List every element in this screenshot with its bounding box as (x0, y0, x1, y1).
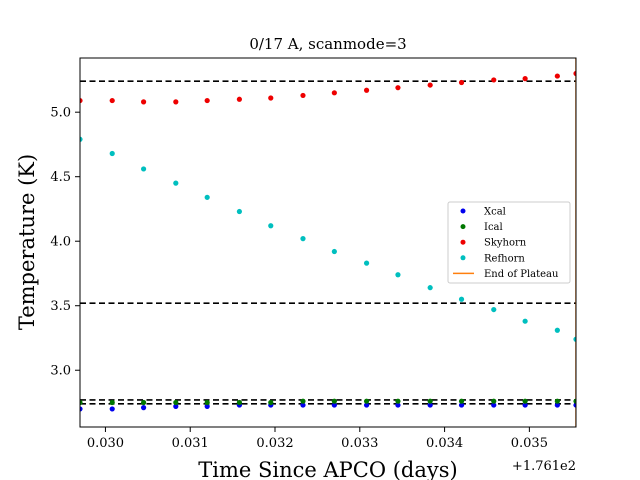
data-point (173, 403, 179, 409)
data-point (363, 398, 370, 404)
data-point (363, 402, 370, 408)
data-point (573, 402, 576, 408)
data-point (427, 82, 433, 88)
data-point (491, 402, 497, 408)
legend-box (447, 201, 571, 284)
data-point (331, 398, 337, 404)
data-point (109, 399, 115, 406)
data-point (573, 336, 576, 342)
data-point (268, 399, 274, 406)
x-axis-label: Time Since APCO (days) (198, 458, 457, 480)
data-point (268, 95, 274, 101)
data-point (300, 398, 306, 404)
data-point (522, 402, 528, 408)
data-point (173, 399, 179, 406)
data-point (491, 306, 497, 313)
data-point (300, 92, 306, 99)
data-point (458, 79, 465, 86)
data-point (80, 399, 83, 406)
data-point (363, 260, 370, 266)
data-point (554, 398, 560, 404)
x-offset-label: +1.761e2 (512, 459, 576, 474)
legend-label: Ical (484, 222, 503, 233)
x-tick-label: 0.030 (87, 436, 124, 451)
data-point (236, 208, 242, 215)
y-tick-label: 3.0 (50, 364, 71, 379)
y-axis-label: Temperature (K) (15, 154, 39, 330)
data-point (522, 76, 528, 82)
legend-label: Refhorn (484, 253, 525, 264)
data-point (427, 398, 433, 404)
data-point (522, 398, 528, 404)
plot-area: 0.030 0.031 0.032 0.033 0.034 0.035 3.0 3.5 4.0 4… (50, 57, 577, 451)
legend-marker (460, 224, 466, 230)
legend-marker (460, 208, 466, 214)
data-point (427, 402, 433, 408)
data-point (331, 402, 337, 408)
data-point (236, 399, 242, 406)
data-point (522, 318, 528, 324)
data-point (427, 285, 433, 291)
data-point (395, 85, 401, 91)
data-point (140, 99, 147, 105)
data-point (573, 398, 576, 404)
y-tick-label: 4.5 (50, 170, 71, 185)
x-tick-label: 0.034 (426, 436, 463, 451)
data-point (331, 248, 337, 255)
data-point (173, 99, 179, 105)
y-tick-label: 5.0 (50, 106, 71, 121)
data-point (395, 398, 401, 404)
data-point (204, 194, 210, 200)
data-point (573, 70, 576, 77)
data-point (204, 403, 210, 409)
legend-label: End of Plateau (484, 269, 559, 280)
data-point (173, 180, 179, 186)
data-point (491, 398, 497, 404)
data-point (554, 327, 560, 333)
legend-marker (460, 255, 466, 261)
legend-marker (460, 239, 466, 245)
plot-frame (79, 57, 577, 428)
series-refhorn (80, 136, 576, 342)
data-point (109, 97, 115, 104)
x-tick-label: 0.032 (256, 436, 293, 451)
data-point (458, 296, 465, 302)
data-point (554, 402, 560, 408)
data-point (458, 402, 465, 408)
data-point (236, 96, 242, 102)
chart-title: 0/17 A, scanmode=3 (249, 35, 406, 53)
legend-label: Skyhorn (484, 238, 527, 249)
data-point (491, 77, 497, 83)
data-point (363, 87, 370, 93)
data-point (300, 402, 306, 408)
data-point (458, 398, 465, 404)
plot-inner (80, 58, 576, 427)
data-point (80, 136, 83, 142)
series-ical (80, 398, 576, 406)
x-tick-label: 0.035 (511, 436, 548, 451)
x-tick-label: 0.031 (172, 436, 209, 451)
data-point (204, 399, 210, 406)
data-point (109, 406, 115, 412)
data-point (140, 399, 147, 406)
data-point (300, 236, 306, 242)
x-tick-label: 0.033 (341, 436, 378, 451)
data-point (395, 402, 401, 408)
data-point (140, 405, 147, 411)
data-point (80, 406, 83, 412)
data-point (331, 90, 337, 96)
y-tick-label: 3.5 (50, 299, 71, 314)
series-skyhorn (80, 70, 576, 105)
legend-label: Xcal (484, 207, 506, 218)
data-point (395, 272, 401, 278)
data-point (80, 97, 83, 104)
legend: Xcal Ical Skyhorn Refhorn End of Plateau (447, 201, 571, 284)
data-point (204, 97, 210, 104)
y-tick-label: 4.0 (50, 235, 71, 250)
data-point (554, 73, 560, 79)
data-point (109, 150, 115, 157)
data-point (140, 166, 147, 172)
data-point (268, 223, 274, 229)
